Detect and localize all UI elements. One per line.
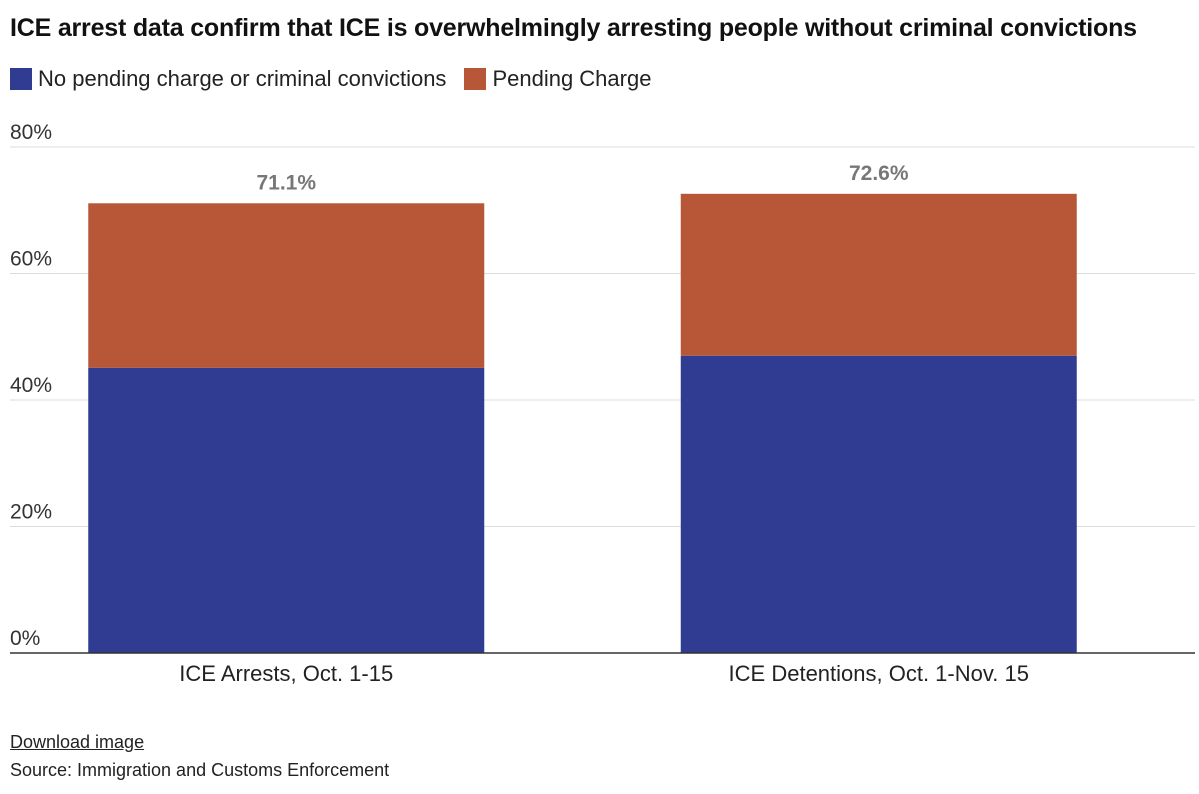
legend-label-no-pending: No pending charge or criminal conviction…	[38, 66, 447, 91]
legend-label-pending-charge: Pending Charge	[492, 66, 652, 91]
bar-no-pending-1	[680, 355, 1077, 653]
y-tick-label-0: 0%	[10, 627, 40, 650]
stacked-bar-chart: 0% 20% 40% 60% 80% 71.1% ICE Arrests, Oct. 1-1…	[10, 121, 1195, 686]
bar-pending-charge-1	[680, 193, 1077, 356]
y-tick-label-40: 40%	[10, 374, 52, 397]
x-tick-label-0: ICE Arrests, Oct. 1-15	[179, 661, 393, 686]
x-tick-label-1: ICE Detentions, Oct. 1-Nov. 15	[729, 661, 1029, 686]
y-tick-label-80: 80%	[10, 121, 52, 144]
chart-title: ICE arrest data confirm that ICE is over…	[10, 14, 1137, 42]
legend: No pending charge or criminal conviction…	[10, 66, 669, 92]
total-label-1: 72.6%	[849, 162, 909, 185]
legend-item-no-pending: No pending charge or criminal conviction…	[10, 66, 446, 92]
bar-pending-charge-0	[88, 203, 485, 368]
download-image-link[interactable]: Download image	[10, 732, 145, 752]
legend-item-pending-charge: Pending Charge	[464, 66, 651, 92]
source-note: Source: Immigration and Customs Enforcem…	[10, 760, 390, 780]
bar-no-pending-0	[88, 367, 485, 653]
y-tick-label-20: 20%	[10, 501, 52, 524]
total-label-0: 71.1%	[256, 171, 316, 194]
legend-swatch-pending-charge	[464, 68, 487, 90]
legend-swatch-no-pending	[10, 68, 32, 90]
y-tick-label-60: 60%	[10, 248, 52, 271]
